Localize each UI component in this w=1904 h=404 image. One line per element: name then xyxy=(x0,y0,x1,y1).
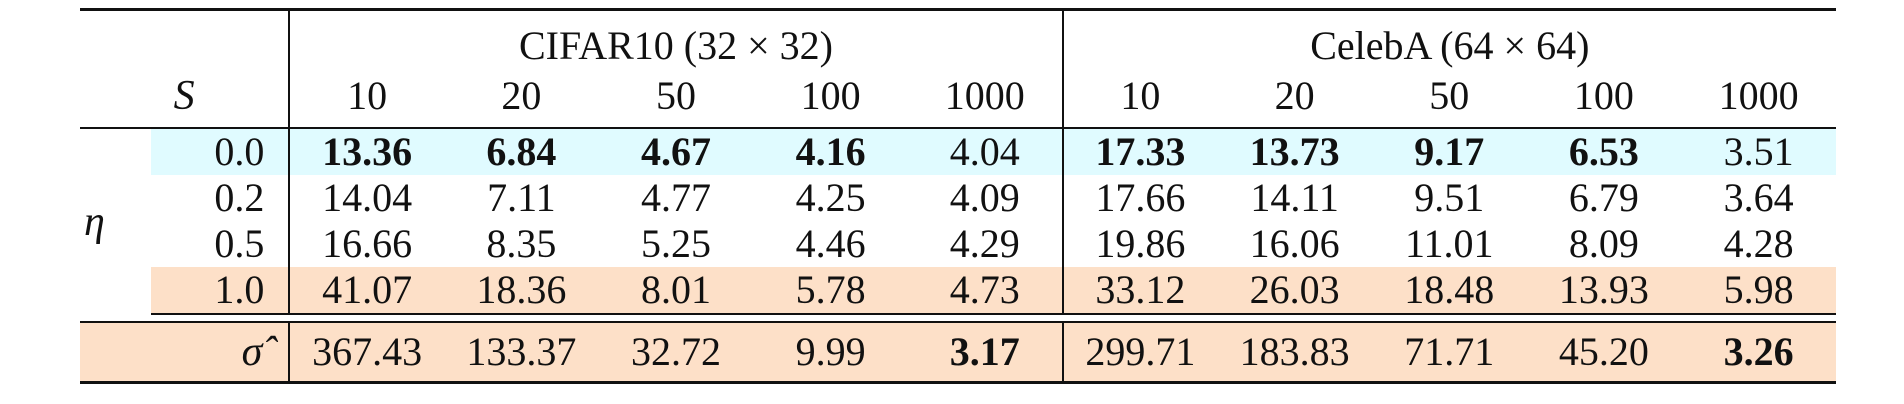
table-cell: 5.98 xyxy=(1681,267,1836,315)
eta-label: η xyxy=(84,198,105,245)
table-cell: 9.17 xyxy=(1371,128,1527,175)
eta-value: 1.0 xyxy=(151,267,290,315)
table-cell: 18.48 xyxy=(1371,267,1527,315)
table-cell: 5.78 xyxy=(753,267,908,315)
table-cell: 17.66 xyxy=(1061,175,1218,221)
table-cell: 71.71 xyxy=(1371,322,1527,384)
table-cell: 367.43 xyxy=(288,322,444,384)
step-header-cifar10-20: 20 xyxy=(444,73,599,129)
table-cell: 133.37 xyxy=(444,322,599,384)
table-cell: 6.79 xyxy=(1568,175,1639,220)
results-table: CIFAR10 (32 × 32) CelebA (64 × 64) S 10 2… xyxy=(80,8,1836,384)
table-cell: 13.73 xyxy=(1217,128,1372,175)
table-cell: 6.84 xyxy=(444,128,599,175)
header-row-datasets: CIFAR10 (32 × 32) CelebA (64 × 64) xyxy=(80,8,1836,73)
sigma-row: σ̂ 367.43 133.37 32.72 9.99 3.17 299.71 183.83 7… xyxy=(80,322,1836,384)
table-cell: 4.09 xyxy=(949,175,1020,220)
eta-value: 0.2 xyxy=(214,175,265,220)
table-cell: 13.36 xyxy=(288,128,444,175)
table-cell: 18.36 xyxy=(444,267,599,315)
table-cell: 4.29 xyxy=(949,221,1020,266)
table-cell: 3.17 xyxy=(907,322,1063,384)
table-cell: 13.93 xyxy=(1526,267,1682,315)
table-cell: 19.86 xyxy=(1061,221,1218,267)
step-header-cifar10-10: 10 xyxy=(288,73,444,129)
results-table-container: CIFAR10 (32 × 32) CelebA (64 × 64) S 10 2… xyxy=(80,8,1836,384)
table-cell: 9.51 xyxy=(1414,175,1485,220)
step-header-celeba-10: 10 xyxy=(1061,73,1218,129)
table-cell: 4.28 xyxy=(1723,221,1794,266)
sigma-label: σ̂ xyxy=(80,322,290,384)
step-header-celeba-1000: 1000 xyxy=(1681,73,1836,129)
table-cell: 6.53 xyxy=(1526,128,1682,175)
table-row: 1.0 41.07 18.36 8.01 5.78 4.73 33.12 26.03 18.48… xyxy=(80,267,1836,315)
table-cell: 7.11 xyxy=(487,175,556,220)
header-empty-cell xyxy=(80,8,290,73)
table-cell: 17.33 xyxy=(1061,128,1218,175)
table-cell: 3.51 xyxy=(1681,128,1836,175)
table-cell: 3.26 xyxy=(1681,322,1836,384)
table-cell: 32.72 xyxy=(598,322,754,384)
eta-value: 0.0 xyxy=(151,128,290,175)
table-cell: 4.77 xyxy=(640,175,711,220)
table-row: 0.2 14.04 7.11 4.77 4.25 4.09 17.66 14.11 9.51 6.… xyxy=(80,175,1836,221)
table-cell: 4.67 xyxy=(598,128,754,175)
table-cell: 11.01 xyxy=(1404,221,1494,266)
table-cell: 3.64 xyxy=(1723,175,1794,220)
dataset-header-celeba: CelebA (64 × 64) xyxy=(1061,8,1836,73)
table-cell: 8.09 xyxy=(1568,221,1639,266)
table-cell: 14.04 xyxy=(288,175,444,221)
step-header-cifar10-100: 100 xyxy=(753,73,908,129)
table-row: 0.5 16.66 8.35 5.25 4.46 4.29 19.86 16.06 11.01 8… xyxy=(80,221,1836,267)
table-cell: 299.71 xyxy=(1061,322,1218,384)
table-cell: 9.99 xyxy=(753,322,908,384)
dataset-header-cifar10: CIFAR10 (32 × 32) xyxy=(288,8,1063,73)
table-cell: 4.46 xyxy=(795,221,866,266)
step-header-celeba-20: 20 xyxy=(1217,73,1372,129)
step-header-cifar10-50: 50 xyxy=(598,73,754,129)
table-cell: 14.11 xyxy=(1250,175,1339,220)
table-cell: 41.07 xyxy=(288,267,444,315)
table-cell: 26.03 xyxy=(1217,267,1372,315)
table-cell: 4.73 xyxy=(907,267,1063,315)
table-cell: 4.25 xyxy=(795,175,866,220)
table-cell: 16.66 xyxy=(288,221,444,267)
steps-label: S xyxy=(80,73,290,129)
separator-cell xyxy=(80,314,1836,323)
header-row-steps: S 10 20 50 100 1000 10 20 50 100 1000 xyxy=(80,73,1836,129)
step-header-cifar10-1000: 1000 xyxy=(907,73,1063,129)
table-cell: 5.25 xyxy=(640,221,711,266)
table-cell: 183.83 xyxy=(1217,322,1372,384)
separator-row xyxy=(80,314,1836,323)
table-cell: 45.20 xyxy=(1526,322,1682,384)
table-cell: 33.12 xyxy=(1061,267,1218,315)
step-header-celeba-50: 50 xyxy=(1371,73,1527,129)
table-row: η 0.0 13.36 6.84 4.67 4.16 4.04 17.33 13.73 9.17 6… xyxy=(80,128,1836,243)
table-cell: 16.06 xyxy=(1249,221,1340,266)
table-cell: 8.35 xyxy=(486,221,557,266)
table-cell: 4.04 xyxy=(907,128,1063,175)
eta-value: 0.5 xyxy=(214,221,265,266)
table-cell: 8.01 xyxy=(598,267,754,315)
step-header-celeba-100: 100 xyxy=(1526,73,1682,129)
table-cell: 4.16 xyxy=(753,128,908,175)
